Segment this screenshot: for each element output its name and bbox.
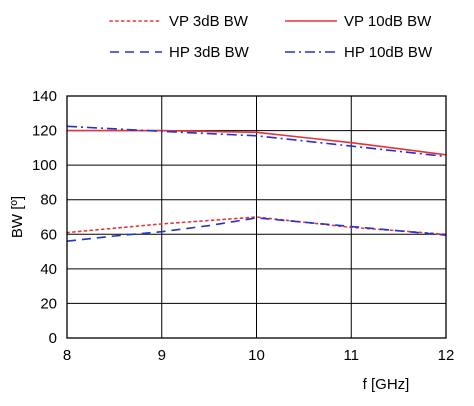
legend: VP 3dB BW VP 10dB BW HP 3dB BW HP 10dB BW xyxy=(109,13,433,61)
y-tick-label: 80 xyxy=(40,192,57,209)
series-line-hp-3db-bw xyxy=(66,217,447,242)
x-tick-label: 9 xyxy=(158,347,166,364)
x-tick-label: 8 xyxy=(63,347,71,364)
series-line-vp-3db-bw xyxy=(66,216,447,236)
plot-frame xyxy=(66,95,447,339)
y-tick-label: 60 xyxy=(40,226,57,243)
y-tick-label: 20 xyxy=(40,295,57,312)
x-tick-label: 11 xyxy=(343,347,359,364)
legend-label: VP 3dB BW xyxy=(169,13,249,30)
x-tick-label: 12 xyxy=(438,347,455,364)
y-tick-label: 120 xyxy=(32,123,57,140)
y-tick-label: 140 xyxy=(32,88,57,105)
y-axis-label: BW [º] xyxy=(9,196,26,238)
tick-labels: 0 20 40 60 80 100 120 140 8 9 10 11 12 xyxy=(32,88,454,364)
series-layer xyxy=(66,125,447,242)
legend-label: HP 3dB BW xyxy=(169,44,250,61)
legend-label: VP 10dB BW xyxy=(344,13,432,30)
y-tick-label: 40 xyxy=(40,261,57,278)
legend-label: HP 10dB BW xyxy=(344,44,433,61)
x-tick-label: 10 xyxy=(248,347,265,364)
y-tick-label: 0 xyxy=(49,330,57,347)
series-line-hp-10db-bw xyxy=(66,125,447,158)
x-axis-label: f [GHz] xyxy=(363,376,410,393)
y-tick-label: 100 xyxy=(32,157,57,174)
